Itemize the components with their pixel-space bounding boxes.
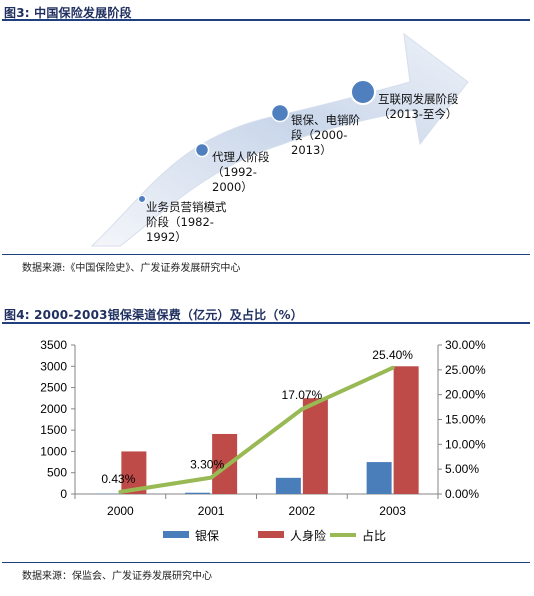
bar-life-2001 xyxy=(212,433,238,494)
y2-tick-label: 10.00% xyxy=(445,437,486,451)
figure3-title-rule xyxy=(2,19,530,21)
y2-tick-label: 30.00% xyxy=(445,338,486,352)
figure4-source: 数据来源：保监会、广发证券发展研究中心 xyxy=(22,571,212,582)
line-share xyxy=(118,365,395,494)
figure3-bottom-rule xyxy=(2,254,530,255)
x-tick-label: 2000 xyxy=(107,504,134,518)
bar-life-2002 xyxy=(302,398,328,494)
y-tick-label: 2500 xyxy=(40,381,67,395)
y-tick-label: 2000 xyxy=(40,402,67,416)
stage-dot-3 xyxy=(270,103,290,123)
y2-tick-label: 25.00% xyxy=(445,363,486,377)
y-tick-label: 1000 xyxy=(40,444,67,458)
y2-tick-label: 20.00% xyxy=(445,388,486,402)
x-tick-label: 2003 xyxy=(379,504,406,518)
y2-tick-label: 15.00% xyxy=(445,413,486,427)
y2-tick-label: 0.00% xyxy=(445,487,479,501)
stage-label-1: 业务员营销模式 阶段（1982- 1992） xyxy=(146,200,227,244)
legend-label-bancassurance: 银保 xyxy=(195,529,219,543)
data-label-share: 3.30% xyxy=(190,458,224,472)
data-label-share: 0.43% xyxy=(101,472,135,486)
stage-arrow-diagram xyxy=(90,32,469,247)
bancassurance-chart: 0 500 1000 1500 2000 2500 3000 3500 0.00% 5.00% 10… xyxy=(40,338,486,543)
y-tick-label: 1500 xyxy=(40,423,67,437)
bar-bancassurance-2003 xyxy=(366,462,392,494)
y2-tick-label: 5.00% xyxy=(445,462,479,476)
x-tick-label: 2002 xyxy=(289,504,316,518)
stage-label-3: 银保、电销阶 段（2000- 2013） xyxy=(291,113,360,157)
figure4-title: 图4: 2000-2003银保渠道保费（亿元）及占比（%） xyxy=(4,308,303,322)
y-tick-label: 3500 xyxy=(40,338,67,352)
stage-label-2: 代理人阶段 （1992- 2000） xyxy=(212,150,270,194)
stage-dot-2 xyxy=(194,142,210,158)
stage-label-4: 互联网发展阶段 （2013-至今） xyxy=(378,92,459,121)
stage-dot-4 xyxy=(350,79,376,105)
data-label-share: 25.40% xyxy=(372,348,413,362)
legend-label-share: 占比 xyxy=(362,528,386,543)
y-tick-label: 500 xyxy=(47,466,67,480)
y-tick-label: 0 xyxy=(60,487,67,501)
legend-swatch-bancassurance xyxy=(163,531,189,538)
bar-life-2003 xyxy=(393,366,419,494)
y-tick-label: 3000 xyxy=(40,359,67,373)
data-label-share: 17.07% xyxy=(282,388,323,402)
figure3-title: 图3: 中国保险发展阶段 xyxy=(4,6,132,20)
x-tick-label: 2001 xyxy=(198,504,225,518)
bar-bancassurance-2001 xyxy=(185,492,211,494)
figure4-bottom-rule xyxy=(2,562,530,563)
figure4-title-rule xyxy=(2,322,530,324)
stage-dot-1 xyxy=(138,195,146,203)
legend-label-life: 人身险 xyxy=(290,528,326,543)
bar-bancassurance-2002 xyxy=(275,477,301,494)
growth-arrow-shape xyxy=(90,32,469,247)
legend-swatch-life xyxy=(258,531,284,538)
figure3-source: 数据来源:《中国保险史》、广发证券发展研究中心 xyxy=(22,263,241,274)
